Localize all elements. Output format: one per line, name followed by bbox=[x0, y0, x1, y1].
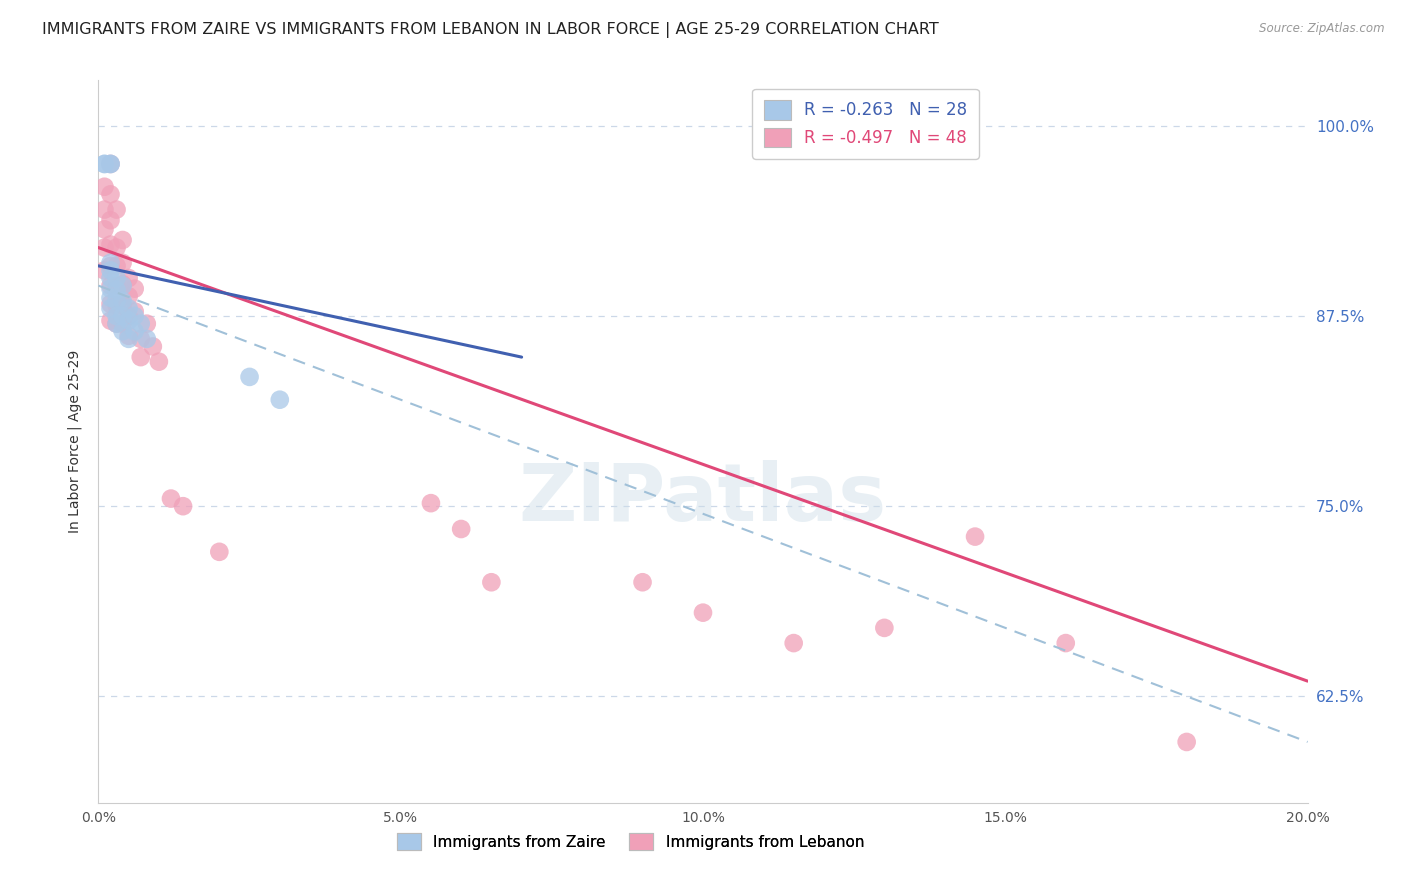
Point bbox=[100, 282, 122, 296]
Point bbox=[111, 324, 134, 338]
Point bbox=[105, 283, 128, 297]
Point bbox=[129, 332, 152, 346]
Point bbox=[160, 491, 183, 506]
Point bbox=[100, 237, 122, 252]
Point bbox=[269, 392, 291, 407]
Point bbox=[783, 636, 806, 650]
Point bbox=[105, 278, 128, 293]
Point bbox=[93, 179, 115, 194]
Point bbox=[111, 309, 134, 323]
Point bbox=[692, 606, 714, 620]
Point bbox=[100, 213, 122, 227]
Point bbox=[100, 301, 122, 316]
Point bbox=[135, 317, 157, 331]
Point bbox=[100, 256, 122, 270]
Y-axis label: In Labor Force | Age 25-29: In Labor Force | Age 25-29 bbox=[67, 350, 83, 533]
Point bbox=[100, 187, 122, 202]
Text: Source: ZipAtlas.com: Source: ZipAtlas.com bbox=[1260, 22, 1385, 36]
Point bbox=[93, 202, 115, 217]
Point bbox=[111, 278, 134, 293]
Point bbox=[118, 313, 141, 327]
Point bbox=[100, 291, 122, 305]
Point bbox=[111, 233, 134, 247]
Point bbox=[105, 202, 128, 217]
Point bbox=[135, 332, 157, 346]
Point bbox=[100, 259, 122, 273]
Point bbox=[1175, 735, 1198, 749]
Point bbox=[142, 339, 165, 353]
Point bbox=[124, 324, 146, 338]
Point bbox=[93, 222, 115, 236]
Point bbox=[172, 499, 194, 513]
Point bbox=[93, 157, 115, 171]
Point bbox=[100, 271, 122, 285]
Point bbox=[100, 157, 122, 171]
Point bbox=[124, 304, 146, 318]
Point bbox=[105, 241, 128, 255]
Text: IMMIGRANTS FROM ZAIRE VS IMMIGRANTS FROM LEBANON IN LABOR FORCE | AGE 25-29 CORR: IMMIGRANTS FROM ZAIRE VS IMMIGRANTS FROM… bbox=[42, 22, 939, 38]
Point bbox=[1054, 636, 1077, 650]
Legend: Immigrants from Zaire, Immigrants from Lebanon: Immigrants from Zaire, Immigrants from L… bbox=[391, 827, 870, 856]
Point bbox=[105, 259, 128, 273]
Point bbox=[124, 309, 146, 323]
Point bbox=[100, 157, 122, 171]
Point bbox=[105, 298, 128, 312]
Point bbox=[450, 522, 472, 536]
Point bbox=[481, 575, 503, 590]
Point bbox=[124, 282, 146, 296]
Point bbox=[118, 332, 141, 346]
Text: ZIPatlas: ZIPatlas bbox=[519, 460, 887, 539]
Point bbox=[239, 370, 262, 384]
Point bbox=[148, 354, 170, 368]
Point bbox=[631, 575, 654, 590]
Point bbox=[100, 263, 122, 277]
Point bbox=[118, 328, 141, 343]
Point bbox=[100, 157, 122, 171]
Point bbox=[111, 298, 134, 312]
Point bbox=[93, 263, 115, 277]
Point bbox=[208, 545, 231, 559]
Point bbox=[100, 278, 122, 293]
Point bbox=[129, 317, 152, 331]
Point bbox=[105, 309, 128, 323]
Point bbox=[93, 241, 115, 255]
Point bbox=[93, 157, 115, 171]
Point bbox=[111, 317, 134, 331]
Point bbox=[420, 496, 443, 510]
Point bbox=[111, 277, 134, 292]
Point bbox=[118, 271, 141, 285]
Point bbox=[118, 289, 141, 303]
Point bbox=[118, 309, 141, 323]
Point bbox=[100, 313, 122, 327]
Point bbox=[873, 621, 896, 635]
Point bbox=[111, 293, 134, 308]
Point bbox=[129, 350, 152, 364]
Point bbox=[105, 293, 128, 308]
Point bbox=[111, 256, 134, 270]
Point bbox=[965, 530, 987, 544]
Point bbox=[105, 271, 128, 285]
Point bbox=[105, 317, 128, 331]
Point bbox=[100, 297, 122, 311]
Point bbox=[105, 317, 128, 331]
Point bbox=[118, 301, 141, 316]
